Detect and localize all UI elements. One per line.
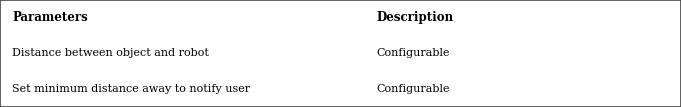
Text: Configurable: Configurable bbox=[377, 84, 450, 94]
Text: Set minimum distance away to notify user: Set minimum distance away to notify user bbox=[12, 84, 251, 94]
Text: Description: Description bbox=[377, 11, 454, 24]
Text: Parameters: Parameters bbox=[12, 11, 88, 24]
Text: Distance between object and robot: Distance between object and robot bbox=[12, 48, 209, 59]
Text: Configurable: Configurable bbox=[377, 48, 450, 59]
